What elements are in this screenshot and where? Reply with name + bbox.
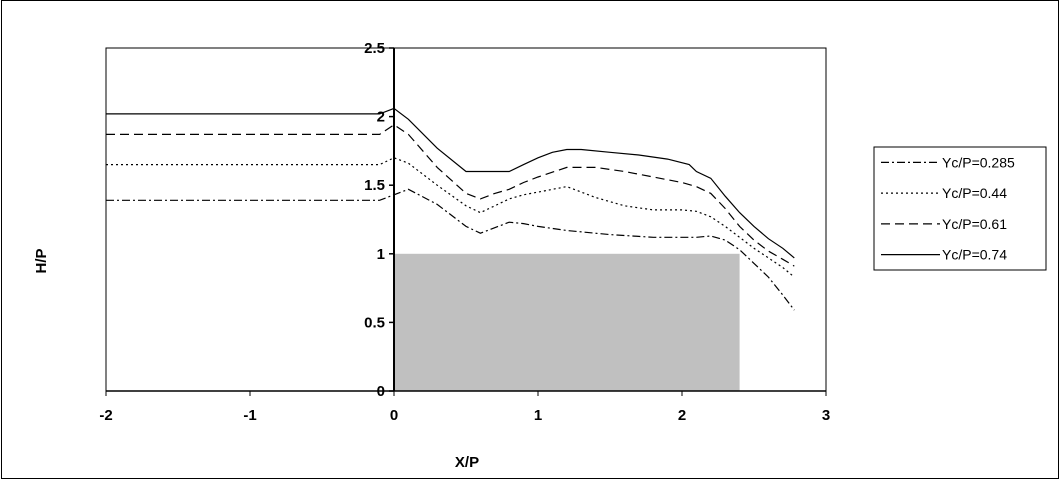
obstacle-layer	[394, 253, 740, 391]
y-tick-label: 0	[377, 383, 385, 400]
y-tick-label: 0.5	[364, 314, 385, 331]
y-tick-label: 2	[377, 109, 385, 126]
y-tick-label: 1	[377, 246, 385, 263]
legend-label-4: Yc/P=0.74	[942, 247, 1007, 263]
legend: Yc/P=0.285 Yc/P=0.44 Yc/P=0.61 Yc/P=0.74	[873, 146, 1047, 271]
y-tick-label: 2.5	[364, 40, 385, 57]
x-tick-label: 2	[678, 407, 686, 424]
y-tick-label: 1.5	[364, 177, 385, 194]
series-line-4	[106, 107, 795, 259]
obstacle-block	[394, 253, 740, 391]
x-tick-label: 3	[822, 407, 830, 424]
series-line-1	[106, 188, 795, 311]
axes-layer: -2 -1 0 1 2 3 0 0.5 1 1.5 2 2.5	[99, 40, 830, 424]
legend-label-3: Yc/P=0.61	[942, 216, 1007, 232]
series-line-3	[106, 124, 795, 267]
legend-label-1: Yc/P=0.285	[942, 154, 1015, 170]
x-tick-label: -2	[99, 407, 112, 424]
x-axis-title: X/P	[455, 454, 479, 471]
legend-label-2: Yc/P=0.44	[942, 185, 1007, 201]
y-axis-title: H/P	[33, 248, 50, 273]
series-layer	[106, 107, 795, 311]
legend-box	[873, 146, 1047, 271]
x-tick-label: 0	[390, 407, 398, 424]
series-line-2	[106, 157, 795, 278]
x-tick-label: -1	[243, 407, 256, 424]
x-tick-label: 1	[534, 407, 542, 424]
